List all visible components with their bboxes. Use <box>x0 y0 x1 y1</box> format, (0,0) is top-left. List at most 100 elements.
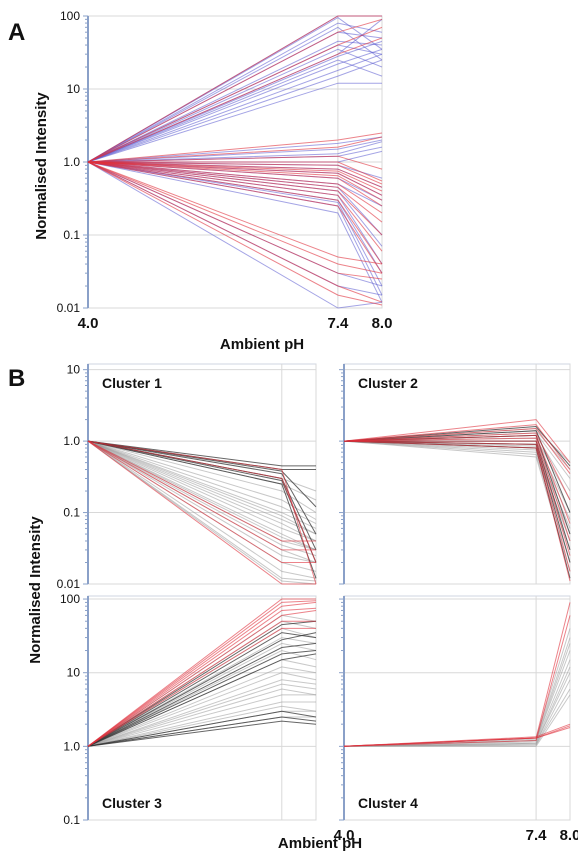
series-line <box>343 440 571 582</box>
y-tick-label: 0.1 <box>63 228 80 242</box>
series-line <box>87 161 383 214</box>
series-line <box>87 161 383 287</box>
cluster-title: Cluster 4 <box>358 795 418 811</box>
series-line <box>87 440 317 542</box>
series-line <box>87 598 316 747</box>
series-line <box>87 161 383 265</box>
series-line <box>87 161 383 188</box>
series-line <box>87 161 383 303</box>
series-line <box>87 15 382 163</box>
series-line <box>87 440 317 585</box>
series-line <box>87 59 383 163</box>
panel-a-ylabel: Normalised Intensity <box>33 92 50 240</box>
series-line <box>87 22 383 163</box>
series-line <box>87 161 383 306</box>
chart-cluster-3: 0.1 1.0 10 100 Cluster 3 <box>60 592 317 827</box>
series-line <box>87 710 317 747</box>
series-line <box>87 161 383 280</box>
y-tick-label: 1.0 <box>63 739 80 753</box>
x-tick-label: 8.0 <box>560 827 578 844</box>
panel-b-ylabel: Normalised Intensity <box>27 516 44 664</box>
series-line <box>87 666 317 747</box>
series-line <box>87 716 317 747</box>
series-line <box>87 136 383 163</box>
series-line <box>87 649 317 747</box>
series-line <box>87 679 317 747</box>
series-line <box>87 139 383 163</box>
panel-a-xlabel: Ambient pH <box>220 336 304 353</box>
series-line <box>87 440 317 582</box>
series-line <box>87 161 383 265</box>
series-line <box>87 683 317 747</box>
series-line <box>343 430 571 513</box>
series-line <box>343 424 571 470</box>
series-line <box>87 601 317 747</box>
series-line <box>87 440 316 585</box>
series-line <box>87 642 317 747</box>
series-line <box>87 161 383 274</box>
series-line <box>343 425 571 467</box>
series-line <box>343 427 571 475</box>
series-line <box>87 642 317 747</box>
series-line <box>87 136 383 163</box>
panel-b-xlabel: Ambient pH <box>278 835 362 852</box>
cluster-title: Cluster 2 <box>358 375 418 391</box>
panel-label-a: A <box>8 19 25 46</box>
series-line <box>87 440 316 542</box>
y-tick-label: 100 <box>60 9 80 23</box>
series-line <box>87 48 383 163</box>
series-line <box>87 161 383 196</box>
chart-panel-a: 0.01 0.1 1.0 10 100 4.0 7.4 8.0 <box>57 9 393 332</box>
y-tick-label: 0.1 <box>63 813 80 827</box>
series-line <box>344 694 571 747</box>
series-line <box>87 637 317 747</box>
chart-cluster-4: 4.0 7.4 8.0 Cluster 4 <box>334 595 578 844</box>
series-line <box>344 440 571 556</box>
series-line <box>87 440 317 529</box>
series-line <box>87 653 317 747</box>
panel-label-b: B <box>8 365 25 392</box>
series-line <box>87 161 383 252</box>
series-line <box>343 440 571 572</box>
x-tick-label: 4.0 <box>78 315 99 332</box>
series-line <box>87 440 317 579</box>
y-tick-label: 10 <box>67 82 81 96</box>
series-line <box>87 440 317 535</box>
series-line <box>87 672 317 747</box>
cluster-title: Cluster 1 <box>102 375 162 391</box>
cluster-title: Cluster 3 <box>102 795 162 811</box>
chart-cluster-1: 0.01 0.1 1.0 10 Cluster 1 <box>57 363 317 591</box>
plot-area <box>343 363 571 585</box>
series-line <box>87 161 383 201</box>
series-line <box>87 161 383 274</box>
series-line <box>87 701 316 747</box>
series-line <box>87 440 317 514</box>
series-line <box>87 705 317 747</box>
series-line <box>87 132 383 163</box>
series-line <box>87 161 383 185</box>
series-line <box>87 440 317 563</box>
series-line <box>87 18 383 163</box>
y-tick-label: 0.01 <box>57 301 81 315</box>
series-line <box>87 53 383 163</box>
series-line <box>343 440 571 563</box>
series-line <box>87 26 383 163</box>
x-tick-label: 7.4 <box>526 827 548 844</box>
series-line <box>87 600 317 747</box>
series-line <box>343 727 571 747</box>
series-line <box>87 632 317 747</box>
series-line <box>343 615 571 747</box>
series-line <box>88 161 383 182</box>
y-tick-label: 1.0 <box>63 155 80 169</box>
series-line <box>87 620 317 747</box>
series-line <box>87 720 317 747</box>
series-line <box>87 694 316 747</box>
series-line <box>87 650 317 747</box>
x-tick-label: 4.0 <box>334 827 355 844</box>
series-line <box>343 437 571 542</box>
series-line <box>87 440 316 551</box>
x-tick-label: 7.4 <box>327 315 349 332</box>
series-line <box>87 440 317 563</box>
y-tick-label: 1.0 <box>63 434 80 448</box>
